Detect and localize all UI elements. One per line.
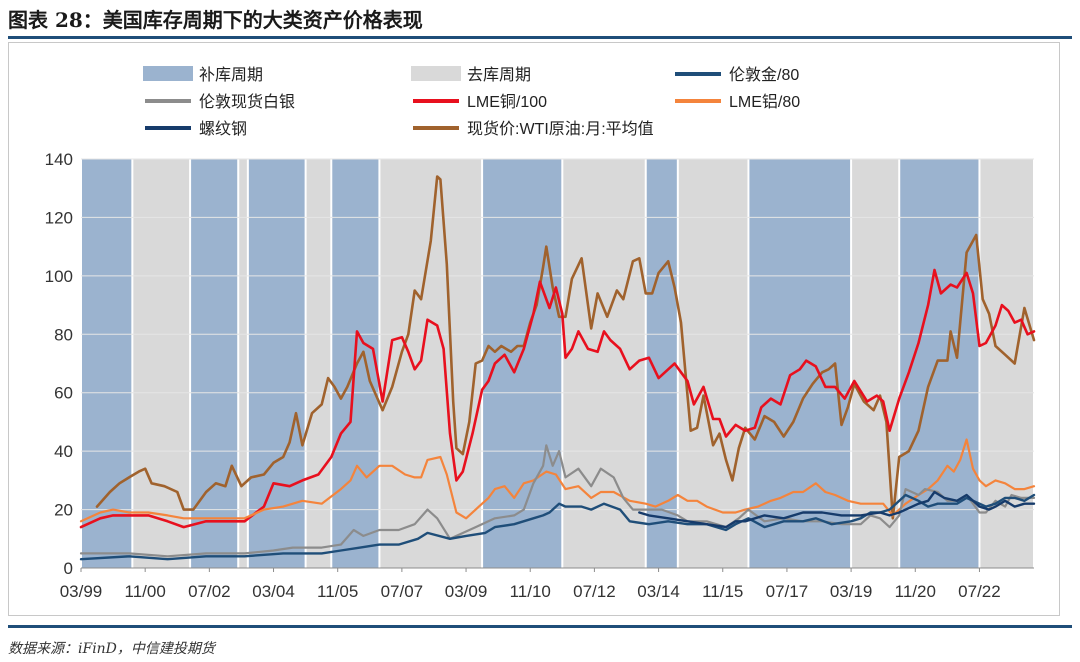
x-tick-label-4: 11/05 bbox=[317, 582, 358, 601]
destock-band-9 bbox=[563, 159, 645, 568]
restock-band-0 bbox=[82, 159, 132, 568]
x-tick-label-11: 07/17 bbox=[766, 582, 809, 601]
destock-band-7 bbox=[380, 159, 482, 568]
chart-title: 图表 28：美国库存周期下的大类资产价格表现 bbox=[8, 8, 423, 32]
series-line-london-gold bbox=[79, 493, 1036, 561]
x-tick-label-6: 03/09 bbox=[445, 582, 488, 601]
chart: 补库周期 去库周期 伦敦金/80 伦敦现货白银 LME铜/100 LME铝/80 螺纹钢 现货… bbox=[8, 42, 1060, 616]
y-tick-label-60: 60 bbox=[54, 384, 73, 403]
x-tick-label-2: 07/02 bbox=[188, 582, 231, 601]
x-tick-label-5: 07/07 bbox=[381, 582, 424, 601]
y-tick-label-80: 80 bbox=[54, 325, 73, 344]
y-tick-label-40: 40 bbox=[54, 442, 73, 461]
axes: 0 20 40 60 80 100 120 140 03/99 11/00 07/02 03/04 11… bbox=[45, 150, 1034, 601]
destock-band-3 bbox=[239, 159, 247, 568]
x-tick-label-14: 07/22 bbox=[958, 582, 1001, 601]
x-tick-label-10: 11/15 bbox=[702, 582, 743, 601]
source-note: 数据来源：iFinD，中信建投期货 bbox=[8, 641, 215, 657]
x-tick-label-8: 07/12 bbox=[573, 582, 616, 601]
y-tick-label-0: 0 bbox=[64, 559, 73, 578]
legend-label-lme-aluminum: LME铝/80 bbox=[729, 93, 800, 111]
legend-label-restock: 补库周期 bbox=[199, 66, 263, 84]
x-tick-label-12: 03/19 bbox=[830, 582, 873, 601]
restock-band-2 bbox=[191, 159, 238, 568]
y-tick-label-100: 100 bbox=[45, 267, 73, 286]
series-line-london-silver bbox=[79, 444, 1036, 558]
x-tick-label-13: 11/20 bbox=[895, 582, 936, 601]
y-tick-label-140: 140 bbox=[45, 150, 73, 169]
y-tick-label-20: 20 bbox=[54, 501, 73, 520]
legend-label-lme-copper: LME铜/100 bbox=[467, 93, 547, 111]
series-line-rebar bbox=[638, 490, 1036, 529]
grid-lines bbox=[81, 158, 1034, 511]
legend-label-wti: 现货价:WTI原油:月:平均值 bbox=[467, 120, 654, 138]
top-rule bbox=[8, 36, 1072, 39]
x-tick-label-7: 11/10 bbox=[510, 582, 551, 601]
legend-label-london-silver: 伦敦现货白银 bbox=[199, 93, 295, 111]
x-tick-label-9: 03/14 bbox=[637, 582, 680, 601]
legend-swatch-restock bbox=[143, 66, 193, 81]
legend-label-london-gold: 伦敦金/80 bbox=[729, 66, 799, 84]
bottom-rule bbox=[8, 625, 1072, 628]
restock-band-4 bbox=[248, 159, 305, 568]
x-tick-label-1: 11/00 bbox=[125, 582, 166, 601]
destock-band-5 bbox=[306, 159, 331, 568]
series-lines bbox=[79, 175, 1036, 561]
legend: 补库周期 去库周期 伦敦金/80 伦敦现货白银 LME铜/100 LME铝/80 螺纹钢 现货… bbox=[143, 66, 800, 138]
destock-band-11 bbox=[678, 159, 748, 568]
y-tick-label-120: 120 bbox=[45, 208, 73, 227]
x-tick-label-0: 03/99 bbox=[60, 582, 103, 601]
destock-band-1 bbox=[133, 159, 190, 568]
x-tick-label-3: 03/04 bbox=[252, 582, 295, 601]
cycle-bands bbox=[82, 159, 1033, 568]
legend-label-destock: 去库周期 bbox=[467, 66, 531, 84]
legend-label-rebar: 螺纹钢 bbox=[199, 120, 247, 138]
series-line-lme-copper bbox=[79, 268, 1036, 529]
legend-swatch-destock bbox=[411, 66, 461, 81]
